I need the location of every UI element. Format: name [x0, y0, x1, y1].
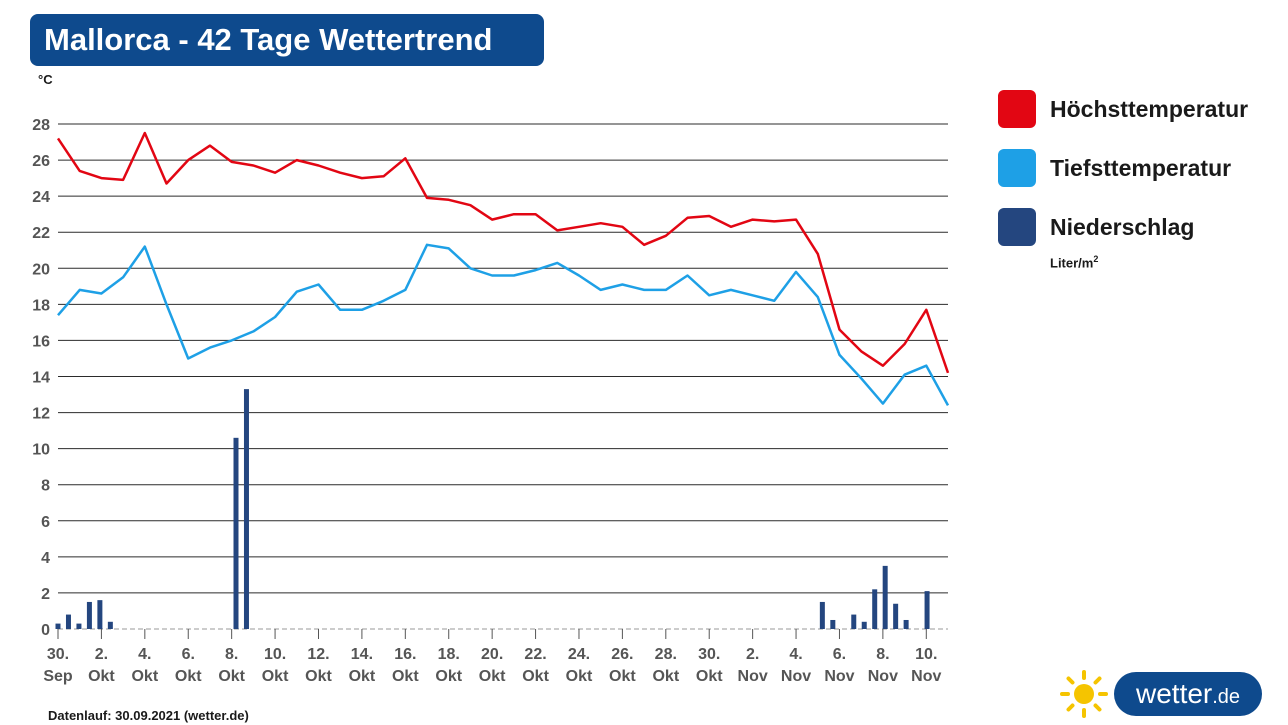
x-tick-day: 16.	[394, 646, 416, 663]
y-tick-label: 22	[32, 225, 50, 242]
y-tick-label: 18	[32, 297, 50, 314]
x-tick-day: 6.	[833, 646, 846, 663]
y-unit-label: °C	[38, 72, 53, 87]
y-tick-label: 10	[32, 442, 50, 459]
x-tick-month: Okt	[175, 668, 202, 685]
precip-bar	[893, 603, 899, 629]
precip-bar	[924, 591, 930, 629]
x-tick-day: 8.	[225, 646, 238, 663]
precip-bar	[55, 623, 61, 629]
x-tick-month: Okt	[522, 668, 549, 685]
x-tick-day: 12.	[307, 646, 329, 663]
x-tick-month: Sep	[43, 668, 73, 685]
x-tick-month: Okt	[435, 668, 462, 685]
x-tick-month: Nov	[781, 668, 811, 685]
x-tick-month: Okt	[566, 668, 593, 685]
x-tick-day: 6.	[182, 646, 195, 663]
y-tick-label: 16	[32, 333, 50, 350]
legend-swatch-low	[998, 149, 1036, 187]
legend-label-high: Höchsttemperatur	[1050, 95, 1249, 122]
data-run-footer: Datenlauf: 30.09.2021 (wetter.de)	[48, 708, 249, 723]
precip-bar	[65, 614, 71, 629]
precip-bar	[819, 601, 825, 629]
precip-bar	[872, 589, 878, 629]
x-tick-day: 20.	[481, 646, 503, 663]
precip-bar	[861, 621, 867, 629]
x-tick-month: Okt	[609, 668, 636, 685]
x-tick-month: Okt	[696, 668, 723, 685]
x-tick-day: 4.	[138, 646, 151, 663]
x-tick-day: 26.	[611, 646, 633, 663]
y-tick-label: 26	[32, 153, 50, 170]
x-tick-month: Okt	[262, 668, 289, 685]
x-tick-month: Okt	[88, 668, 115, 685]
x-tick-day: 2.	[95, 646, 108, 663]
precip-bar	[97, 600, 103, 629]
high-temp-line	[56, 131, 950, 374]
precip-bar	[76, 623, 82, 629]
x-tick-month: Okt	[349, 668, 376, 685]
precip-bar	[903, 619, 909, 629]
legend-item-high: Höchsttemperatur	[998, 90, 1248, 128]
x-tick-day: 10.	[915, 646, 937, 663]
precip-bar	[107, 621, 113, 629]
x-tick-month: Okt	[218, 668, 245, 685]
x-tick-month: Okt	[392, 668, 419, 685]
y-tick-label: 28	[32, 117, 50, 134]
x-tick-day: 2.	[746, 646, 759, 663]
precip-bar	[882, 565, 888, 629]
legend-swatch-precip	[998, 208, 1036, 246]
y-tick-label: 14	[32, 370, 50, 387]
legend-label-low: Tiefsttemperatur	[1050, 154, 1232, 181]
x-tick-day: 28.	[655, 646, 677, 663]
x-tick-day: 14.	[351, 646, 373, 663]
precip-bar	[830, 619, 836, 629]
y-tick-label: 6	[41, 514, 50, 531]
legend-label-precip: Niederschlag	[1050, 213, 1195, 240]
x-tick-day: 24.	[568, 646, 590, 663]
precip-bar	[851, 614, 857, 629]
precip-bar	[233, 437, 239, 629]
sun-icon	[1060, 670, 1108, 718]
precip-bar	[86, 601, 92, 629]
wetter-de-logo: wetter.de	[1060, 670, 1263, 718]
x-tick-month: Okt	[305, 668, 332, 685]
y-tick-label: 24	[32, 189, 50, 206]
y-tick-label: 2	[41, 586, 50, 603]
x-tick-day: 4.	[789, 646, 802, 663]
legend-item-precip: Niederschlag	[998, 208, 1194, 246]
precip-bar	[243, 389, 249, 629]
y-tick-label: 20	[32, 261, 50, 278]
x-tick-month: Nov	[738, 668, 768, 685]
brand-pill: wetter.de	[1114, 672, 1263, 716]
chart-title: Mallorca - 42 Tage Wettertrend	[30, 14, 544, 66]
legend-swatch-high	[998, 90, 1036, 128]
x-tick-month: Nov	[824, 668, 854, 685]
x-tick-day: 22.	[524, 646, 546, 663]
x-tick-month: Nov	[868, 668, 898, 685]
y-tick-label: 12	[32, 406, 50, 423]
x-tick-month: Okt	[652, 668, 679, 685]
x-tick-month: Okt	[131, 668, 158, 685]
x-tick-day: 8.	[876, 646, 889, 663]
x-tick-day: 30.	[47, 646, 69, 663]
y-tick-label: 0	[41, 622, 50, 639]
x-tick-month: Nov	[911, 668, 941, 685]
low-temp-line	[57, 243, 950, 406]
y-tick-label: 8	[41, 478, 50, 495]
x-tick-day: 30.	[698, 646, 720, 663]
x-tick-day: 18.	[438, 646, 460, 663]
legend-item-low: Tiefsttemperatur	[998, 149, 1231, 187]
legend-precip-unit: Liter/m2	[1050, 254, 1099, 271]
y-tick-label: 4	[41, 550, 50, 567]
x-tick-month: Okt	[479, 668, 506, 685]
x-tick-day: 10.	[264, 646, 286, 663]
